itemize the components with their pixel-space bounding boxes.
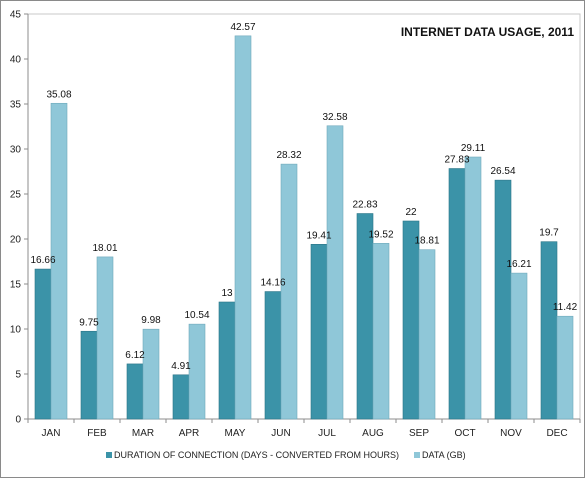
bar-duration	[34, 268, 52, 420]
bar-data	[510, 272, 528, 420]
legend-label-data: DATA (GB)	[422, 450, 466, 460]
data-label-data: 32.58	[322, 112, 347, 123]
bar-data	[556, 315, 574, 420]
x-tick-label: FEB	[87, 428, 107, 439]
bar-duration	[356, 213, 374, 420]
bar-data	[372, 243, 390, 420]
data-label-data: 28.32	[276, 150, 301, 161]
data-label-data: 29.11	[461, 143, 486, 154]
bar-duration	[494, 179, 512, 420]
data-label-data: 18.81	[414, 236, 439, 247]
y-tick-label: 10	[10, 325, 22, 336]
x-tick-label: OCT	[454, 428, 475, 439]
bar-series	[34, 35, 574, 420]
x-tick-label: JUN	[271, 428, 290, 439]
bar-duration	[402, 220, 420, 420]
x-tick-label: MAY	[225, 428, 246, 439]
data-label-duration: 4.91	[171, 361, 191, 372]
data-label-data: 19.52	[368, 229, 393, 240]
x-tick-label: JUL	[318, 428, 336, 439]
data-labels: 16.66 35.08 9.75 18.01 6.12 9.98 4.91 10.54 13 42…	[30, 22, 577, 372]
plot-area	[27, 13, 581, 420]
data-label-duration: 13	[221, 288, 233, 299]
bar-data	[280, 163, 298, 420]
data-label-duration: 27.83	[444, 155, 469, 166]
data-label-duration: 19.7	[539, 228, 559, 239]
y-tick-label: 45	[10, 10, 22, 21]
y-axis: 0 5 10 15 20 25 30 35 40 45	[10, 10, 29, 426]
bar-data	[50, 102, 68, 420]
bar-data	[326, 125, 344, 420]
legend-label-duration: DURATION OF CONNECTION (DAYS - CONVERTED…	[114, 450, 399, 460]
bar-duration	[310, 244, 328, 420]
data-label-data: 35.08	[46, 89, 71, 100]
data-label-data: 18.01	[92, 243, 117, 254]
x-tick-label: SEP	[409, 428, 429, 439]
bar-duration	[448, 168, 466, 420]
y-tick-label: 5	[15, 370, 21, 381]
x-tick-label: AUG	[362, 428, 384, 439]
y-tick-label: 0	[15, 415, 21, 426]
bar-data	[96, 256, 114, 420]
data-label-duration: 22.83	[352, 200, 377, 211]
legend: DURATION OF CONNECTION (DAYS - CONVERTED…	[106, 450, 466, 460]
data-label-data: 9.98	[141, 315, 161, 326]
bar-duration	[80, 330, 98, 420]
y-tick-label: 20	[10, 235, 22, 246]
x-tick-label: DEC	[546, 428, 567, 439]
bar-duration	[218, 301, 236, 420]
legend-swatch-duration	[106, 452, 112, 458]
y-tick-label: 40	[10, 55, 22, 66]
bar-data	[142, 328, 160, 420]
bar-duration	[540, 241, 558, 420]
data-label-duration: 14.16	[260, 278, 285, 289]
legend-swatch-data	[414, 452, 420, 458]
x-tick-label: APR	[179, 428, 200, 439]
bar-data	[418, 249, 436, 420]
data-label-data: 10.54	[184, 310, 209, 321]
data-label-duration: 22	[405, 207, 417, 218]
data-label-duration: 6.12	[125, 350, 145, 361]
bar-duration	[172, 374, 190, 420]
bar-duration	[126, 363, 144, 420]
data-label-data: 42.57	[230, 22, 255, 33]
data-label-duration: 19.41	[306, 230, 331, 241]
bar-data	[464, 156, 482, 420]
x-axis: JAN FEB MAR APR MAY JUN JUL AUG SEP OCT NOV DEC	[27, 418, 581, 439]
bar-data	[234, 35, 252, 420]
data-label-duration: 16.66	[30, 255, 55, 266]
data-label-duration: 26.54	[490, 166, 515, 177]
y-tick-label: 25	[10, 190, 22, 201]
y-tick-label: 15	[10, 280, 22, 291]
bar-duration	[264, 291, 282, 420]
data-label-duration: 9.75	[79, 317, 99, 328]
x-tick-label: JAN	[42, 428, 61, 439]
x-tick-label: MAR	[132, 428, 154, 439]
bar-data	[188, 323, 206, 420]
y-tick-label: 30	[10, 145, 22, 156]
data-label-data: 16.21	[506, 259, 531, 270]
data-label-data: 11.42	[553, 302, 578, 313]
y-tick-label: 35	[10, 100, 22, 111]
chart-title: INTERNET DATA USAGE, 2011	[401, 25, 574, 39]
x-tick-label: NOV	[500, 428, 522, 439]
